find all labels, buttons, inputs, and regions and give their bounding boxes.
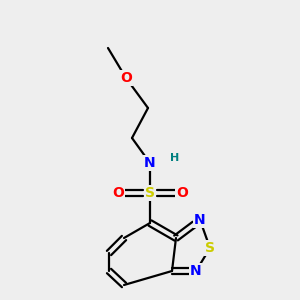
Text: S: S — [145, 186, 155, 200]
Text: O: O — [112, 186, 124, 200]
Text: O: O — [176, 186, 188, 200]
Text: N: N — [190, 264, 202, 278]
Text: N: N — [194, 213, 206, 227]
Text: N: N — [144, 156, 156, 170]
Text: H: H — [170, 153, 180, 163]
Text: O: O — [120, 71, 132, 85]
Text: S: S — [205, 241, 215, 255]
